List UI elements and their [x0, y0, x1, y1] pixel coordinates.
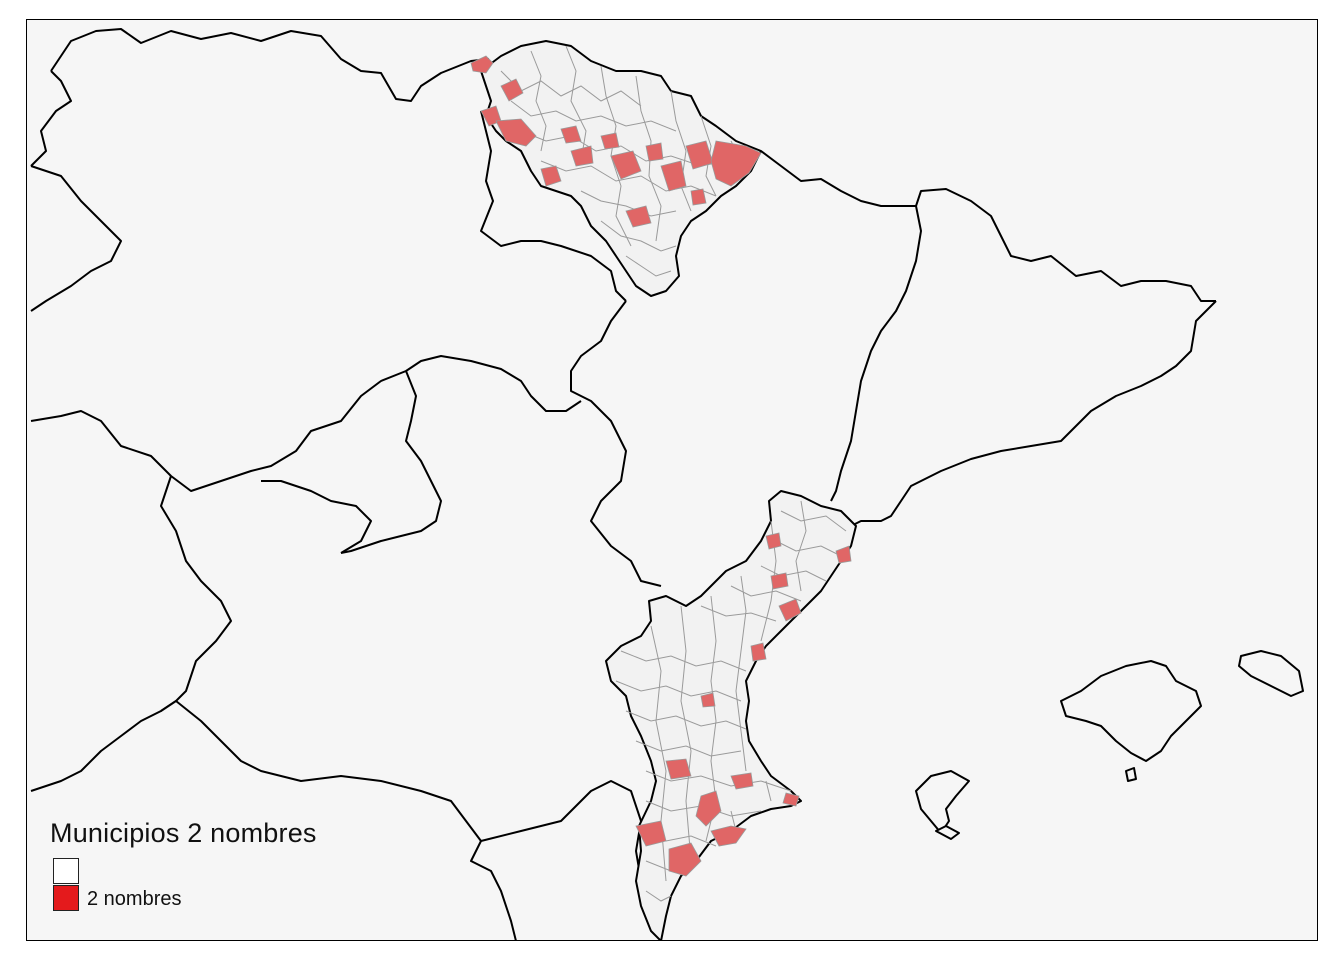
legend-key-two-names — [53, 885, 79, 911]
municipality-highlight[interactable] — [560, 125, 582, 144]
municipality-highlight[interactable] — [500, 78, 524, 102]
cabrera — [1125, 767, 1137, 782]
catalonia-coast — [850, 300, 1217, 527]
municipality-highlight[interactable] — [570, 145, 594, 167]
municipality-highlight[interactable] — [765, 532, 782, 550]
municipality-highlight[interactable] — [770, 572, 789, 590]
highlighted-municipalities — [470, 55, 852, 877]
legend-key-empty — [53, 858, 79, 884]
map-canvas — [30, 28, 1304, 940]
municipality-highlight[interactable] — [695, 790, 722, 827]
municipality-highlight[interactable] — [668, 842, 702, 877]
municipality-highlight[interactable] — [625, 205, 652, 228]
municipality-highlight[interactable] — [495, 118, 537, 147]
pyrenees-border — [760, 150, 1216, 302]
andalucia-border — [160, 700, 517, 940]
municipality-highlight[interactable] — [835, 545, 852, 564]
region-outlines — [30, 28, 1304, 940]
municipality-highlight[interactable] — [710, 140, 762, 187]
castilla-mancha-west — [30, 475, 232, 792]
municipality-highlight[interactable] — [750, 642, 767, 662]
castilla-north-border — [30, 70, 72, 167]
legend-title: Municipios 2 nombres — [50, 818, 317, 848]
aragon-catalonia-border — [830, 205, 922, 502]
mallorca — [1060, 660, 1202, 762]
menorca — [1238, 650, 1304, 697]
municipality-highlight[interactable] — [690, 188, 707, 206]
municipality-highlight[interactable] — [710, 825, 747, 847]
madrid-border — [340, 370, 442, 554]
burgos-border — [480, 110, 627, 302]
soria-border — [570, 300, 662, 587]
municipality-highlight[interactable] — [635, 820, 667, 847]
municipality-highlight[interactable] — [470, 55, 494, 74]
guadalajara-border — [261, 480, 372, 554]
leon-border — [30, 165, 122, 312]
municipality-highlight[interactable] — [782, 792, 800, 807]
municipality-highlight[interactable] — [730, 772, 754, 790]
municipality-highlight[interactable] — [660, 160, 687, 192]
madrid-north-border — [30, 355, 582, 492]
municipality-highlight[interactable] — [610, 150, 642, 180]
formentera — [935, 825, 960, 840]
ibiza — [915, 770, 970, 834]
legend: Municipios 2 nombres 2 nombres — [50, 818, 317, 911]
municipality-highlight[interactable] — [665, 758, 692, 780]
north-coast-border — [50, 28, 490, 102]
legend-label-two-names: 2 nombres — [87, 888, 182, 910]
municipality-highlight[interactable] — [778, 598, 802, 622]
municipality-highlight[interactable] — [700, 692, 716, 708]
municipality-highlight[interactable] — [540, 165, 562, 187]
map-panel — [26, 19, 1318, 941]
municipality-highlight[interactable] — [600, 132, 620, 150]
municipality-highlight[interactable] — [645, 142, 664, 162]
